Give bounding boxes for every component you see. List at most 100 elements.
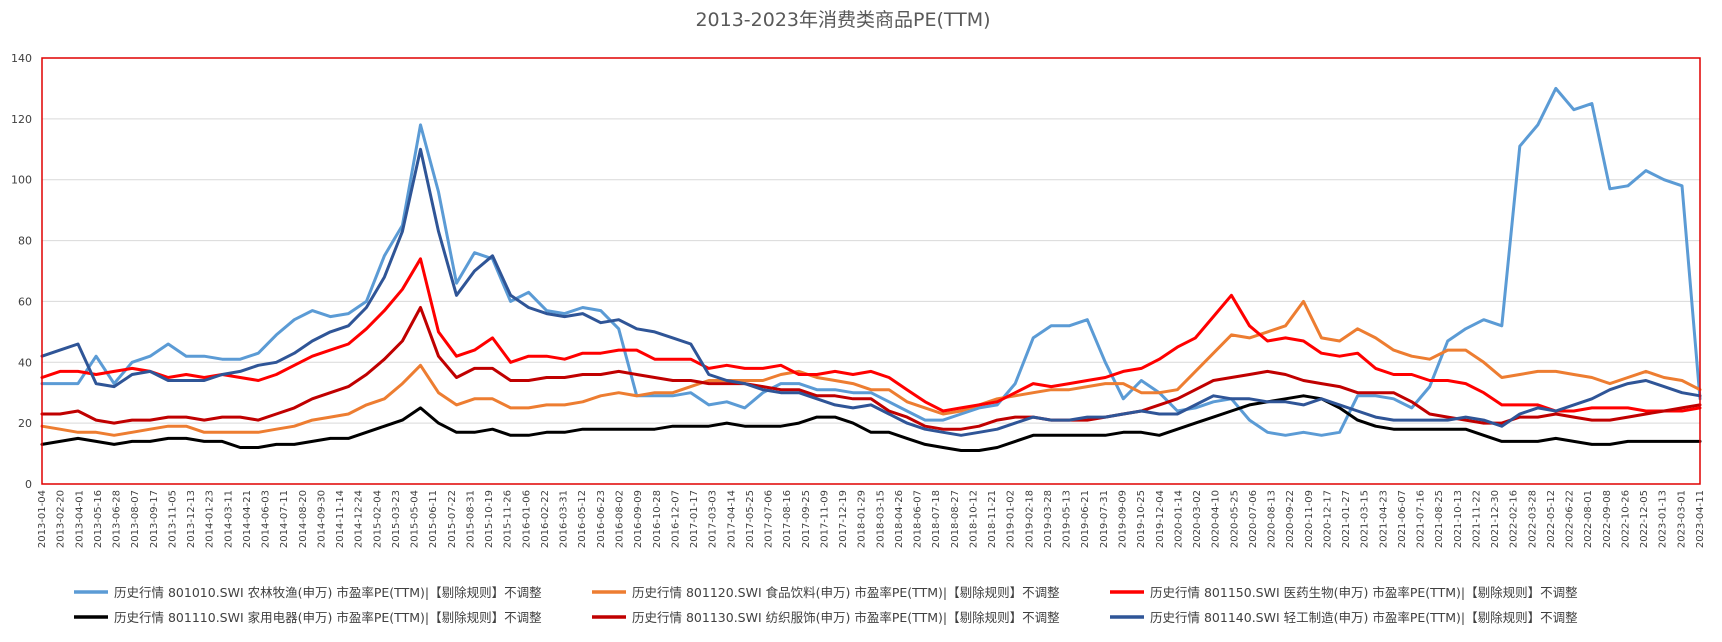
x-tick-label: 2017-11-09 [819, 490, 830, 548]
x-tick-label: 2015-02-04 [372, 490, 383, 548]
x-tick-label: 2019-05-13 [1062, 490, 1073, 548]
x-tick-label: 2013-05-16 [93, 490, 104, 548]
x-tick-label: 2014-12-24 [354, 490, 365, 548]
x-tick-label: 2016-12-07 [670, 490, 681, 548]
x-tick-label: 2017-09-25 [801, 490, 812, 548]
x-tick-label: 2016-03-31 [559, 490, 570, 548]
series-line-1 [40, 86, 1702, 437]
legend-label: 历史行情 801110.SWI 家用电器(申万) 市盈率PE(TTM)|【剔除规… [114, 610, 542, 625]
x-tick-label: 2019-10-25 [1136, 490, 1147, 548]
x-tick-label: 2013-11-05 [167, 490, 178, 548]
x-tick-label: 2020-07-06 [1248, 490, 1259, 548]
x-tick-label: 2013-06-28 [112, 490, 123, 548]
x-tick-label: 2021-10-13 [1453, 490, 1464, 548]
legend: 历史行情 801010.SWI 农林牧渔(申万) 市盈率PE(TTM)|【剔除规… [74, 585, 1578, 625]
x-tick-label: 2013-01-04 [37, 490, 48, 548]
x-tick-label: 2022-08-01 [1583, 490, 1594, 548]
legend-label: 历史行情 801150.SWI 医药生物(申万) 市盈率PE(TTM)|【剔除规… [1150, 585, 1578, 600]
x-axis: 2013-01-04 2013-02-20 2013-04-01 2013-05-16… [37, 490, 1706, 548]
x-tick-label: 2023-04-11 [1695, 490, 1706, 548]
x-tick-label: 2013-08-07 [130, 490, 141, 548]
x-tick-label: 2018-08-27 [950, 490, 961, 548]
x-tick-label: 2016-06-23 [596, 490, 607, 548]
x-tick-label: 2014-01-23 [205, 490, 216, 548]
x-tick-label: 2020-11-09 [1304, 490, 1315, 548]
x-tick-label: 2016-10-28 [652, 490, 663, 548]
x-tick-label: 2019-01-02 [1006, 490, 1017, 548]
legend-item-4: 历史行情 801110.SWI 家用电器(申万) 市盈率PE(TTM)|【剔除规… [74, 610, 542, 625]
x-tick-label: 2020-05-25 [1229, 490, 1240, 548]
series-line-3 [40, 257, 1702, 413]
y-tick-label: 120 [11, 113, 32, 126]
legend-label: 历史行情 801140.SWI 轻工制造(申万) 市盈率PE(TTM)|【剔除规… [1150, 610, 1578, 625]
x-tick-label: 2018-11-21 [987, 490, 998, 548]
x-tick-label: 2013-02-20 [56, 490, 67, 548]
x-tick-label: 2022-02-16 [1509, 490, 1520, 548]
legend-item-5: 历史行情 801130.SWI 纺织服饰(申万) 市盈率PE(TTM)|【剔除规… [592, 610, 1060, 625]
y-tick-label: 0 [25, 478, 32, 491]
x-tick-label: 2021-01-27 [1341, 490, 1352, 548]
series-lines [40, 86, 1702, 452]
x-tick-label: 2022-06-22 [1565, 490, 1576, 548]
x-tick-label: 2013-09-17 [149, 490, 160, 548]
x-tick-label: 2023-03-01 [1676, 490, 1687, 548]
x-tick-label: 2018-04-26 [894, 490, 905, 548]
x-tick-label: 2015-07-22 [447, 490, 458, 548]
x-tick-label: 2014-06-03 [261, 490, 272, 548]
x-tick-label: 2022-12-05 [1639, 490, 1650, 548]
x-tick-label: 2018-06-07 [913, 490, 924, 548]
x-tick-label: 2014-09-30 [316, 490, 327, 548]
x-tick-label: 2017-05-25 [745, 490, 756, 548]
x-tick-label: 2015-06-11 [428, 490, 439, 548]
x-tick-label: 2020-04-10 [1211, 490, 1222, 548]
x-tick-label: 2021-08-25 [1434, 490, 1445, 548]
x-tick-label: 2019-09-09 [1118, 490, 1129, 548]
x-tick-label: 2014-07-11 [279, 490, 290, 548]
x-tick-label: 2014-11-14 [335, 490, 346, 548]
series-line-5 [40, 306, 1702, 431]
x-tick-label: 2022-05-12 [1546, 490, 1557, 548]
x-tick-label: 2015-11-26 [503, 490, 514, 548]
legend-label: 历史行情 801120.SWI 食品饮料(申万) 市盈率PE(TTM)|【剔除规… [632, 585, 1060, 600]
x-tick-label: 2017-08-16 [782, 490, 793, 548]
x-tick-label: 2016-09-09 [633, 490, 644, 548]
x-tick-label: 2018-01-29 [857, 490, 868, 548]
x-tick-label: 2023-01-13 [1658, 490, 1669, 548]
legend-item-2: 历史行情 801120.SWI 食品饮料(申万) 市盈率PE(TTM)|【剔除规… [592, 585, 1060, 600]
x-tick-label: 2020-09-22 [1285, 490, 1296, 548]
y-tick-label: 80 [18, 235, 32, 248]
x-tick-label: 2013-12-13 [186, 490, 197, 548]
legend-label: 历史行情 801010.SWI 农林牧渔(申万) 市盈率PE(TTM)|【剔除规… [114, 585, 542, 600]
x-tick-label: 2016-05-12 [577, 490, 588, 548]
x-tick-label: 2016-08-02 [615, 490, 626, 548]
x-tick-label: 2022-03-28 [1527, 490, 1538, 548]
x-tick-label: 2018-07-18 [931, 490, 942, 548]
x-tick-label: 2020-12-17 [1322, 490, 1333, 548]
series-line-4 [40, 394, 1702, 452]
x-tick-label: 2015-03-23 [391, 490, 402, 548]
legend-label: 历史行情 801130.SWI 纺织服饰(申万) 市盈率PE(TTM)|【剔除规… [632, 610, 1060, 625]
legend-item-6: 历史行情 801140.SWI 轻工制造(申万) 市盈率PE(TTM)|【剔除规… [1110, 610, 1578, 625]
x-tick-label: 2021-04-23 [1378, 490, 1389, 548]
series-line-6 [40, 147, 1702, 437]
x-tick-label: 2021-12-30 [1490, 490, 1501, 548]
x-tick-label: 2021-06-07 [1397, 490, 1408, 548]
x-tick-label: 2016-01-06 [521, 490, 532, 548]
x-tick-label: 2020-03-02 [1192, 490, 1203, 548]
x-tick-label: 2019-03-28 [1043, 490, 1054, 548]
x-tick-label: 2022-10-26 [1621, 490, 1632, 548]
y-tick-label: 100 [11, 174, 32, 187]
x-tick-label: 2019-12-04 [1155, 490, 1166, 548]
x-tick-label: 2018-03-15 [875, 490, 886, 548]
x-tick-label: 2021-07-16 [1416, 490, 1427, 548]
x-tick-label: 2020-01-14 [1173, 490, 1184, 548]
x-tick-label: 2014-03-11 [223, 490, 234, 548]
x-tick-label: 2022-09-08 [1602, 490, 1613, 548]
y-tick-label: 40 [18, 356, 32, 369]
series-line-2 [40, 299, 1702, 437]
x-tick-label: 2015-05-04 [410, 490, 421, 548]
x-tick-label: 2017-04-14 [726, 490, 737, 548]
x-tick-label: 2017-12-19 [838, 490, 849, 548]
